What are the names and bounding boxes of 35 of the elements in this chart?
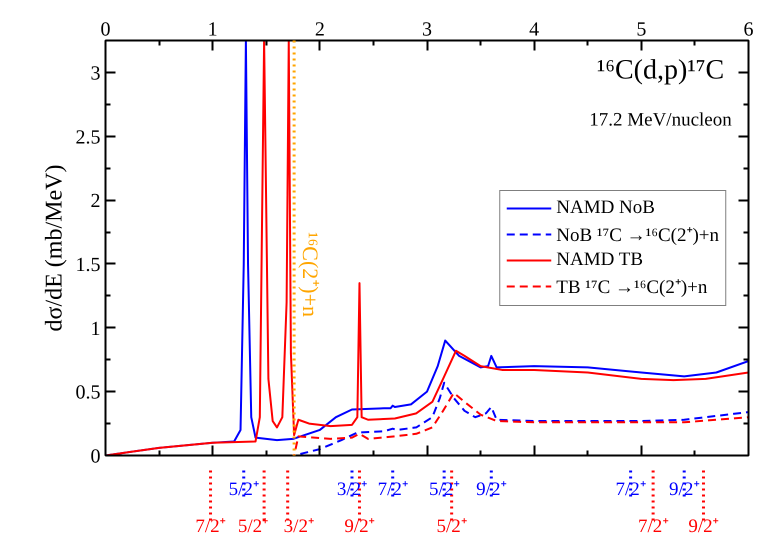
ref-line-label: 5/2⁺ (238, 516, 268, 538)
y-tick-label: 0 (90, 446, 100, 468)
ref-line-label: 9/2⁺ (476, 479, 506, 500)
ref-line-label: 5/2⁺ (429, 479, 460, 500)
ref-line-label: 3/2⁺ (336, 479, 368, 500)
y-tick-label: 2.5 (76, 126, 100, 148)
ref-line-label: 7/2⁺ (195, 516, 226, 538)
x-tick-label: 3 (422, 18, 432, 40)
x-tick-label: 1 (208, 18, 218, 40)
y-tick-label: 0.5 (76, 382, 100, 404)
y-tick-label: 1 (90, 318, 100, 340)
x-tick-label: 2 (314, 18, 325, 40)
legend-label: NAMD TB (556, 248, 643, 270)
legend-label: TB ¹⁷C →¹⁶C(2⁺)+n (556, 276, 708, 298)
y-tick-label: 3 (90, 62, 100, 84)
x-tick-label: 6 (744, 18, 754, 40)
ref-line-label: 9/2⁺ (344, 516, 375, 538)
text: 17.2 MeV/nucleon (589, 110, 732, 130)
y-tick-label: 2 (90, 190, 100, 212)
ref-line-label: 7/2⁺ (638, 516, 668, 538)
ref-line-label: 7/2⁺ (615, 479, 646, 500)
ref-line-label: ¹⁶C(2⁺)+n (298, 232, 324, 318)
text: ¹⁶C(d,p)¹⁷C (596, 54, 724, 86)
ref-line-label: 5/2⁺ (436, 516, 467, 538)
ref-line-label: 7/2⁺ (378, 479, 408, 500)
legend-label: NoB ¹⁷C →¹⁶C(2⁺)+n (556, 224, 719, 246)
x-tick-label: 5 (636, 18, 646, 40)
y-tick-label: 1.5 (76, 254, 100, 276)
ref-line-label: 9/2⁺ (669, 479, 700, 500)
legend-label: NAMD NoB (556, 196, 655, 218)
x-tick-label: 4 (529, 18, 540, 40)
y-axis-title: dσ/dE (mb/MeV) (42, 164, 68, 332)
ref-line-label: 5/2⁺ (228, 479, 259, 500)
ref-line-label: 9/2⁺ (688, 516, 719, 538)
ref-line-label: 3/2⁺ (284, 516, 314, 538)
